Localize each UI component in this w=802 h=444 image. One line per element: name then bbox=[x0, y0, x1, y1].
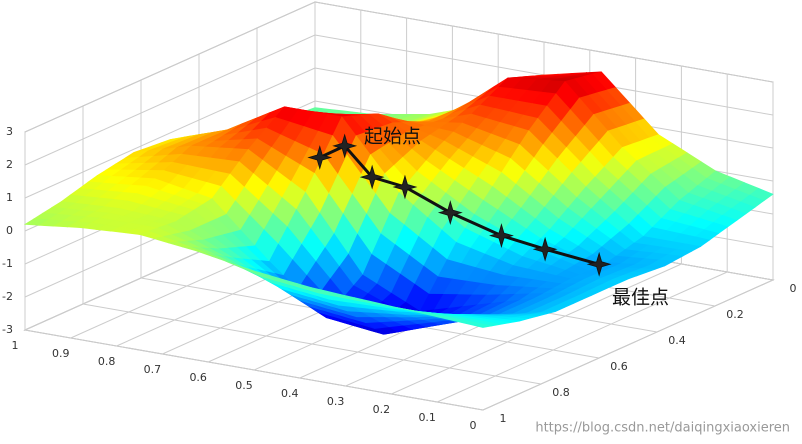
x-tick-label: 0.4 bbox=[281, 387, 299, 400]
y-tick-label: 0.8 bbox=[552, 386, 570, 399]
path-marker bbox=[307, 145, 333, 170]
watermark: https://blog.csdn.net/daiqingxiaoxieren bbox=[535, 421, 790, 436]
path-marker bbox=[532, 236, 558, 262]
y-tick-label: 0.2 bbox=[726, 308, 744, 321]
grid-line bbox=[24, 34, 316, 166]
path-marker bbox=[437, 200, 463, 226]
x-tick-label: 0.9 bbox=[52, 347, 70, 360]
grid-line bbox=[24, 329, 484, 411]
z-tick-label: 0 bbox=[6, 224, 13, 237]
path-marker bbox=[489, 223, 514, 249]
grid-line bbox=[482, 279, 774, 411]
z-tick-label: 2 bbox=[6, 158, 13, 171]
descent-path bbox=[319, 144, 600, 266]
annotation: 最佳点 bbox=[612, 287, 669, 309]
grid-line bbox=[24, 1, 316, 133]
path-marker bbox=[332, 133, 358, 159]
x-tick-label: 1 bbox=[12, 339, 19, 352]
path-marker bbox=[359, 164, 385, 190]
z-tick-label: -1 bbox=[2, 257, 13, 270]
grid-line bbox=[436, 271, 728, 403]
x-tick-label: 0.5 bbox=[235, 379, 253, 392]
z-tick-label: -3 bbox=[2, 323, 13, 336]
x-tick-label: 0 bbox=[470, 419, 477, 432]
z-tick-label: 3 bbox=[6, 125, 13, 138]
x-tick-label: 0.2 bbox=[373, 403, 391, 416]
grid-line bbox=[391, 263, 682, 395]
y-tick-label: 0.6 bbox=[610, 360, 628, 373]
z-tick-label: 1 bbox=[6, 191, 13, 204]
x-tick-label: 0.3 bbox=[327, 395, 345, 408]
x-tick-label: 0.1 bbox=[418, 411, 436, 424]
x-tick-label: 0.8 bbox=[98, 355, 116, 368]
grid-line bbox=[24, 67, 316, 199]
z-tick-label: -2 bbox=[2, 290, 13, 303]
path-marker bbox=[392, 174, 418, 200]
y-tick-label: 0 bbox=[790, 282, 797, 295]
overlay: -3 -2 -1 0 1 2 3 0 0.1 0.2 0.3 0.4 0.5 0.6 0.7 0.8 0.9 1 0… bbox=[2, 125, 796, 436]
path-marker bbox=[586, 251, 612, 277]
y-tick-label: 0.4 bbox=[668, 334, 686, 347]
surface-patch bbox=[468, 322, 493, 328]
y-tick-label: 1 bbox=[500, 412, 507, 425]
x-tick-label: 0.7 bbox=[144, 363, 162, 376]
x-tick-label: 0.6 bbox=[189, 371, 207, 384]
grid-line bbox=[82, 303, 542, 385]
annotation: 起始点 bbox=[364, 126, 421, 148]
surface bbox=[23, 71, 774, 335]
